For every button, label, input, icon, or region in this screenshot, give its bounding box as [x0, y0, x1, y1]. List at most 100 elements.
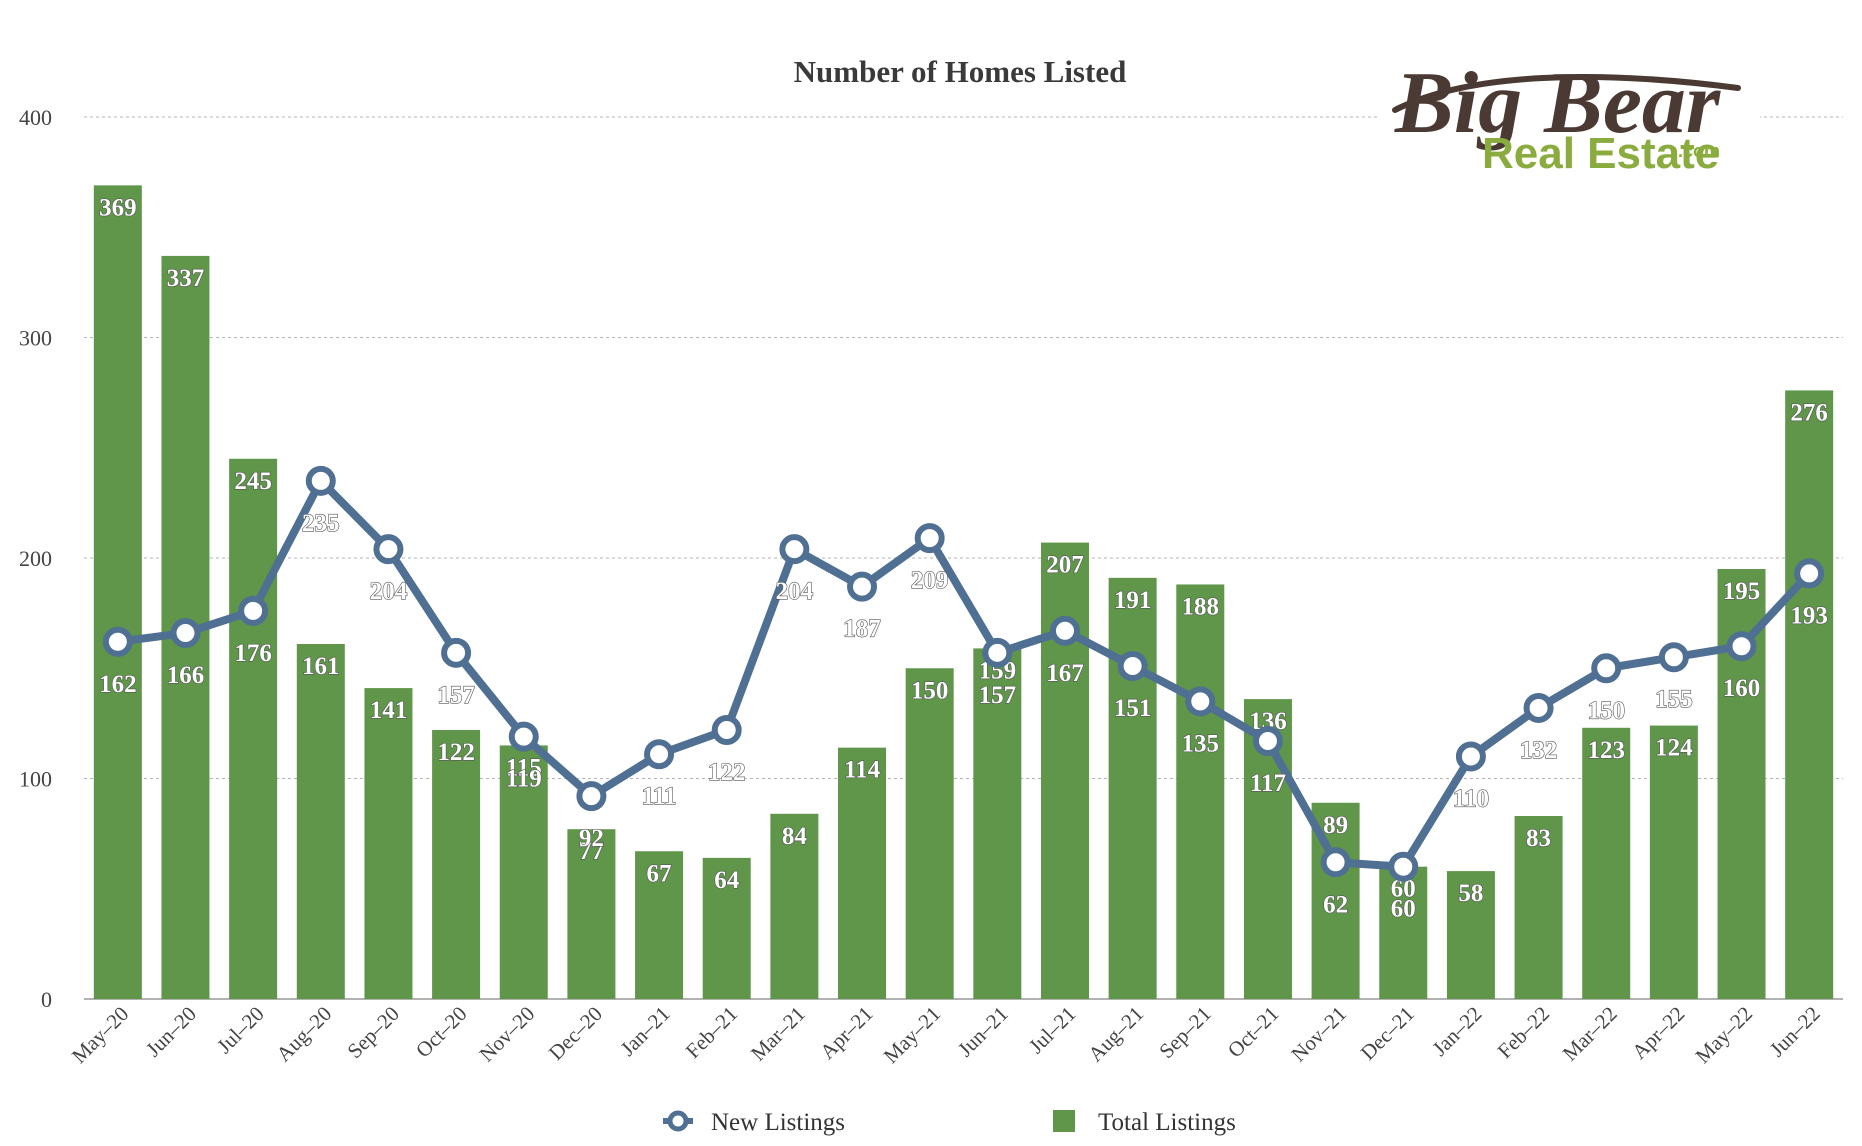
bar-value-label: 84: [782, 823, 808, 850]
line-point-new-listings: [1523, 692, 1554, 723]
line-value-label: 155: [1655, 686, 1693, 713]
y-tick-label: 400: [19, 105, 52, 130]
bar-total-listings: [93, 185, 142, 1000]
line-point-new-listings: [1658, 642, 1689, 673]
line-value-label: 176: [234, 640, 272, 667]
line-value-label: 110: [1453, 785, 1489, 812]
line-point-new-listings: [1726, 631, 1757, 662]
bar-value-label: 77: [579, 838, 604, 865]
line-point-new-listings: [1117, 651, 1148, 682]
x-tick-label: Nov–21: [1286, 1002, 1351, 1067]
x-tick-label: Jul–20: [212, 1002, 269, 1059]
line-value-label: 92: [579, 825, 604, 852]
x-tick-label: Nov–20: [474, 1002, 539, 1067]
x-tick-label: Jun–22: [1765, 1002, 1825, 1062]
x-tick-label: May–20: [67, 1002, 133, 1068]
bar-value-label: 114: [844, 757, 881, 784]
logo-big-bear: Big Bear: [1394, 55, 1721, 152]
bar-total-listings: [296, 643, 345, 999]
bar-value-label: 161: [302, 653, 340, 680]
bar-value-label: 188: [1182, 593, 1220, 620]
x-tick-label: Jun–20: [141, 1002, 201, 1062]
x-tick-label: Feb–21: [681, 1002, 743, 1064]
bar-total-listings: [1446, 871, 1495, 999]
x-tick-label: Oct–21: [1223, 1002, 1284, 1063]
line-data-labels: 162 166 176 235 204 157 119 92 111 122 204 187 209 15…: [98, 509, 1828, 923]
logo-real-estate: Real Estate: [1482, 129, 1719, 178]
x-tick-label: Sep–21: [1154, 1002, 1216, 1064]
line-point-new-listings: [1388, 851, 1419, 882]
line-value-label: 151: [1114, 695, 1152, 722]
line-value-label: 111: [642, 783, 677, 810]
logo-swoosh: [1392, 74, 1741, 113]
y-tick-label: 100: [19, 767, 52, 792]
line-point-new-listings: [1185, 686, 1216, 717]
line-point-new-listings: [508, 721, 539, 752]
bar-value-label: 337: [167, 265, 205, 292]
y-tick-label: 200: [19, 546, 52, 571]
line-value-label: 132: [1520, 737, 1558, 764]
bar-value-label: 150: [911, 677, 949, 704]
bar-total-listings: [905, 668, 954, 999]
bar-value-label: 245: [234, 468, 272, 495]
bar-total-listings: [702, 857, 751, 999]
x-tick-label: Aug–21: [1083, 1002, 1148, 1067]
bar-total-listings: [1379, 866, 1428, 999]
legend-label-new-listings: New Listings: [711, 1109, 845, 1136]
line-point-new-listings: [238, 595, 269, 626]
x-tick-label: Dec–20: [544, 1002, 607, 1065]
line-point-new-listings: [1794, 558, 1825, 589]
line-point-new-listings: [1320, 847, 1351, 878]
line-value-label: 162: [99, 671, 137, 698]
bar-total-listings: [1785, 390, 1834, 999]
bar-value-label: 207: [1046, 552, 1084, 579]
bar-total-listings: [1514, 815, 1563, 999]
line-point-new-listings: [1252, 726, 1283, 757]
line-point-new-listings: [170, 617, 201, 648]
line-value-label: 62: [1323, 891, 1348, 918]
line-value-label: 193: [1790, 602, 1828, 629]
bar-total-listings: [838, 747, 887, 999]
x-tick-label: Apr–22: [1627, 1002, 1689, 1064]
bar-value-label: 141: [370, 697, 408, 724]
y-tick-label: 300: [19, 326, 52, 351]
x-tick-label: Mar–21: [746, 1002, 810, 1066]
bar-value-label: 67: [647, 860, 672, 887]
line-value-label: 119: [506, 766, 542, 793]
x-tick-label: Oct–20: [411, 1002, 472, 1063]
bar-total-listings: [973, 648, 1022, 999]
line-series-new-listings: [102, 465, 1825, 882]
bar-value-label: 369: [99, 194, 137, 221]
x-tick-label: May–22: [1691, 1002, 1757, 1068]
line-point-new-listings: [102, 626, 133, 657]
line-value-label: 160: [1723, 675, 1761, 702]
x-tick-label: Jan–21: [616, 1002, 675, 1061]
x-tick-label: Sep–20: [342, 1002, 404, 1064]
line-value-label: 187: [843, 616, 881, 643]
bar-total-listings: [229, 458, 278, 999]
line-value-label: 204: [370, 578, 408, 605]
bar-total-listings: [1649, 725, 1698, 999]
line-point-new-listings: [711, 714, 742, 745]
line-point-new-listings: [982, 637, 1013, 668]
line-value-label: 204: [776, 578, 814, 605]
gridlines: [84, 116, 1843, 1000]
bar-total-listings: [1040, 542, 1089, 999]
bar-value-label: 83: [1526, 825, 1551, 852]
x-tick-label: Jul–21: [1024, 1002, 1081, 1059]
logo-dot-com: .com: [1678, 141, 1720, 161]
y-axis-ticks: 0 100 200 300 400: [19, 105, 52, 1012]
line-value-label: 135: [1182, 730, 1220, 757]
legend-marker: [667, 1110, 689, 1132]
bar-total-listings: [635, 851, 684, 999]
bar-value-label: 58: [1458, 880, 1483, 907]
line-value-label: 150: [1587, 697, 1625, 724]
bar-value-label: 191: [1114, 587, 1152, 614]
line-point-new-listings: [373, 534, 404, 565]
line-point-new-listings: [1591, 653, 1622, 684]
bar-total-listings: [770, 813, 819, 999]
line-point-new-listings: [914, 523, 945, 554]
x-tick-label: May–21: [879, 1002, 945, 1068]
